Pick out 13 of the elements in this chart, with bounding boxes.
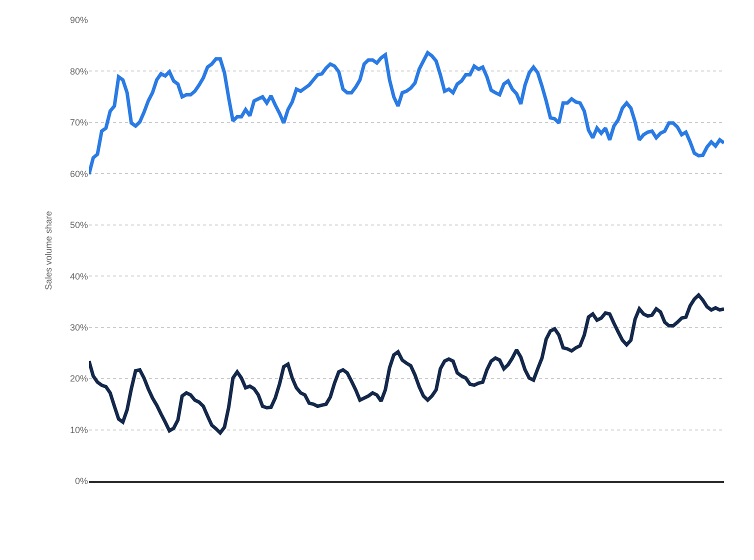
y-tick-label: 70% bbox=[70, 118, 88, 128]
y-tick-label: 40% bbox=[70, 271, 88, 282]
y-tick-label: 10% bbox=[70, 424, 88, 435]
y-tick-label: 20% bbox=[70, 374, 88, 384]
y-tick-label: 0% bbox=[74, 476, 88, 486]
line-series bbox=[89, 293, 724, 435]
y-axis-title: Sales volume share bbox=[43, 210, 54, 290]
line-series bbox=[89, 51, 724, 176]
y-tick-label: 60% bbox=[70, 168, 88, 179]
y-tick-label: 30% bbox=[70, 322, 88, 332]
y-tick-label: 80% bbox=[70, 66, 88, 76]
y-tick-label: 90% bbox=[70, 15, 88, 26]
y-tick-label: 50% bbox=[70, 220, 88, 230]
